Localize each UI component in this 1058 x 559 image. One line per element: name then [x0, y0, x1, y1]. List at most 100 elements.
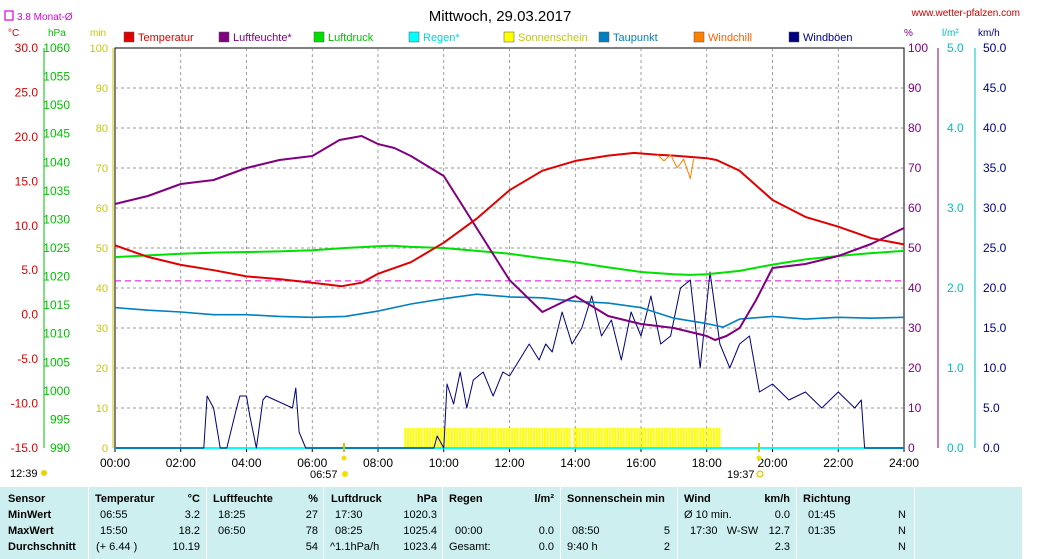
humidity-tick-label: 100 [908, 41, 928, 55]
rain-tick-label: 0.0 [947, 441, 964, 455]
wind-time: Ø 10 min. [684, 509, 732, 521]
pressure-tick-label: 1025 [43, 241, 70, 255]
wind-value: 12.7 [768, 525, 790, 537]
pressure-tick-label: 1040 [43, 155, 70, 169]
legend-swatch [693, 31, 705, 43]
sunshine-bar [513, 428, 516, 448]
legend: Temperatur Luftfeuchte* Luftdruck Regen* Son… [123, 31, 853, 44]
legend-label: Luftfeuchte* [233, 32, 292, 44]
sunrise-marker: 06:57 [310, 443, 348, 481]
sunshine-bar [538, 428, 541, 448]
pressure-tick-label: 995 [50, 412, 70, 426]
sunshine-tick-label: 50 [96, 243, 108, 255]
legend-label: Sonnenschein [518, 32, 588, 44]
pressure-axis: 1060 1055 1050 1045 1040 1035 1030 1025 1020 1015… [43, 41, 70, 455]
sunset-time: 19:37 [727, 469, 755, 481]
pressure-tick-label: 1015 [43, 298, 70, 312]
temp-value: 3.2 [184, 509, 200, 521]
x-tick-label: 16:00 [626, 456, 656, 470]
sunshine-bar [464, 428, 467, 448]
series-luftdruck [114, 244, 905, 276]
row-label: Durchschnitt [8, 541, 76, 553]
direction-value: N [898, 541, 906, 553]
humidity-tick-label: 30 [908, 321, 922, 335]
rain-value: 0.0 [538, 525, 554, 537]
x-axis: 00:00 02:00 04:00 06:00 08:00 10:00 12:00 14:00… [100, 448, 919, 470]
pressure-trend: ^1.1hPa/h [330, 541, 380, 553]
temp-tick-label: 5.0 [21, 263, 38, 277]
weather-chart: Mittwoch, 29.03.2017 www.wetter-pfalzen.… [4, 8, 1020, 481]
header-wind-unit: km/h [764, 493, 790, 505]
pressure-value: 1025.4 [403, 525, 437, 537]
pressure-tick-label: 1030 [43, 212, 70, 226]
sunshine-bar [595, 428, 598, 448]
humidity-tick-label: 50 [908, 241, 922, 255]
sunshine-bar [608, 428, 611, 448]
wind-tick-label: 40.0 [983, 121, 1007, 135]
rain-tick-label: 1.0 [947, 361, 964, 375]
legend-label: Taupunkt [613, 32, 658, 44]
temp-time: 15:50 [100, 525, 128, 537]
header-direction: Richtung [803, 493, 851, 505]
col-divider [914, 487, 915, 559]
sunshine-bar [450, 428, 453, 448]
header-humidity: Luftfeuchte [213, 493, 273, 505]
sunshine-tick-label: 90 [96, 83, 108, 95]
sunshine-bar [600, 428, 603, 448]
sunshine-bar [412, 428, 415, 448]
sunshine-bar [431, 428, 434, 448]
sunshine-bar [630, 428, 633, 448]
grid [115, 48, 904, 448]
site-url[interactable]: www.wetter-pfalzen.com [911, 8, 1020, 19]
sunshine-bar [554, 428, 557, 448]
sunshine-bar [680, 428, 683, 448]
col-divider [323, 487, 324, 559]
temp-tick-label: 10.0 [15, 219, 39, 233]
sunrise-time: 06:57 [310, 469, 338, 481]
sunset-sun-icon [756, 455, 762, 461]
pressure-value: 1020.3 [403, 509, 437, 521]
sunrise-sun-icon [341, 455, 347, 461]
unit-wind: km/h [978, 28, 1000, 39]
series-windböen [115, 271, 904, 449]
series-luftfeuchte [114, 135, 905, 341]
x-tick-label: 22:00 [823, 456, 853, 470]
sunshine-tick-label: 60 [96, 203, 108, 215]
wind-value: 0.0 [774, 509, 790, 521]
sunshine-bar [597, 428, 600, 448]
sunshine-bar [660, 428, 663, 448]
sunshine-value: 2 [663, 541, 670, 553]
sunshine-bar [508, 428, 511, 448]
sunshine-tick-label: 80 [96, 123, 108, 135]
col-divider [88, 487, 89, 559]
wind-tick-label: 10.0 [983, 361, 1007, 375]
sunshine-bar [669, 428, 672, 448]
x-tick-label: 10:00 [429, 456, 459, 470]
sunshine-bar [434, 428, 437, 448]
sunshine-bar [578, 428, 581, 448]
sunshine-bar [633, 428, 636, 448]
legend-swatch [218, 31, 230, 43]
sunshine-bar [544, 428, 547, 448]
sunshine-bar [603, 428, 606, 448]
sunshine-tick-label: 10 [96, 403, 108, 415]
legend-label: Windböen [803, 32, 853, 44]
rain-tick-label: 4.0 [947, 121, 964, 135]
wind-tick-label: 15.0 [983, 321, 1007, 335]
sunshine-bar [674, 428, 677, 448]
header-wind: Wind [684, 493, 711, 505]
sunshine-bar [573, 428, 576, 448]
sunshine-bar [576, 428, 579, 448]
header-pressure-unit: hPa [416, 493, 437, 505]
sunshine-bar [658, 428, 661, 448]
humidity-tick-label: 10 [908, 401, 922, 415]
sunshine-bar [682, 428, 685, 448]
sunset-icon [756, 470, 764, 478]
sunshine-bar [557, 428, 560, 448]
temp-value: 18.2 [178, 525, 200, 537]
sunshine-value: 5 [663, 525, 670, 537]
sunshine-bar [511, 428, 514, 448]
col-divider [796, 487, 797, 559]
sunshine-bar [693, 428, 696, 448]
